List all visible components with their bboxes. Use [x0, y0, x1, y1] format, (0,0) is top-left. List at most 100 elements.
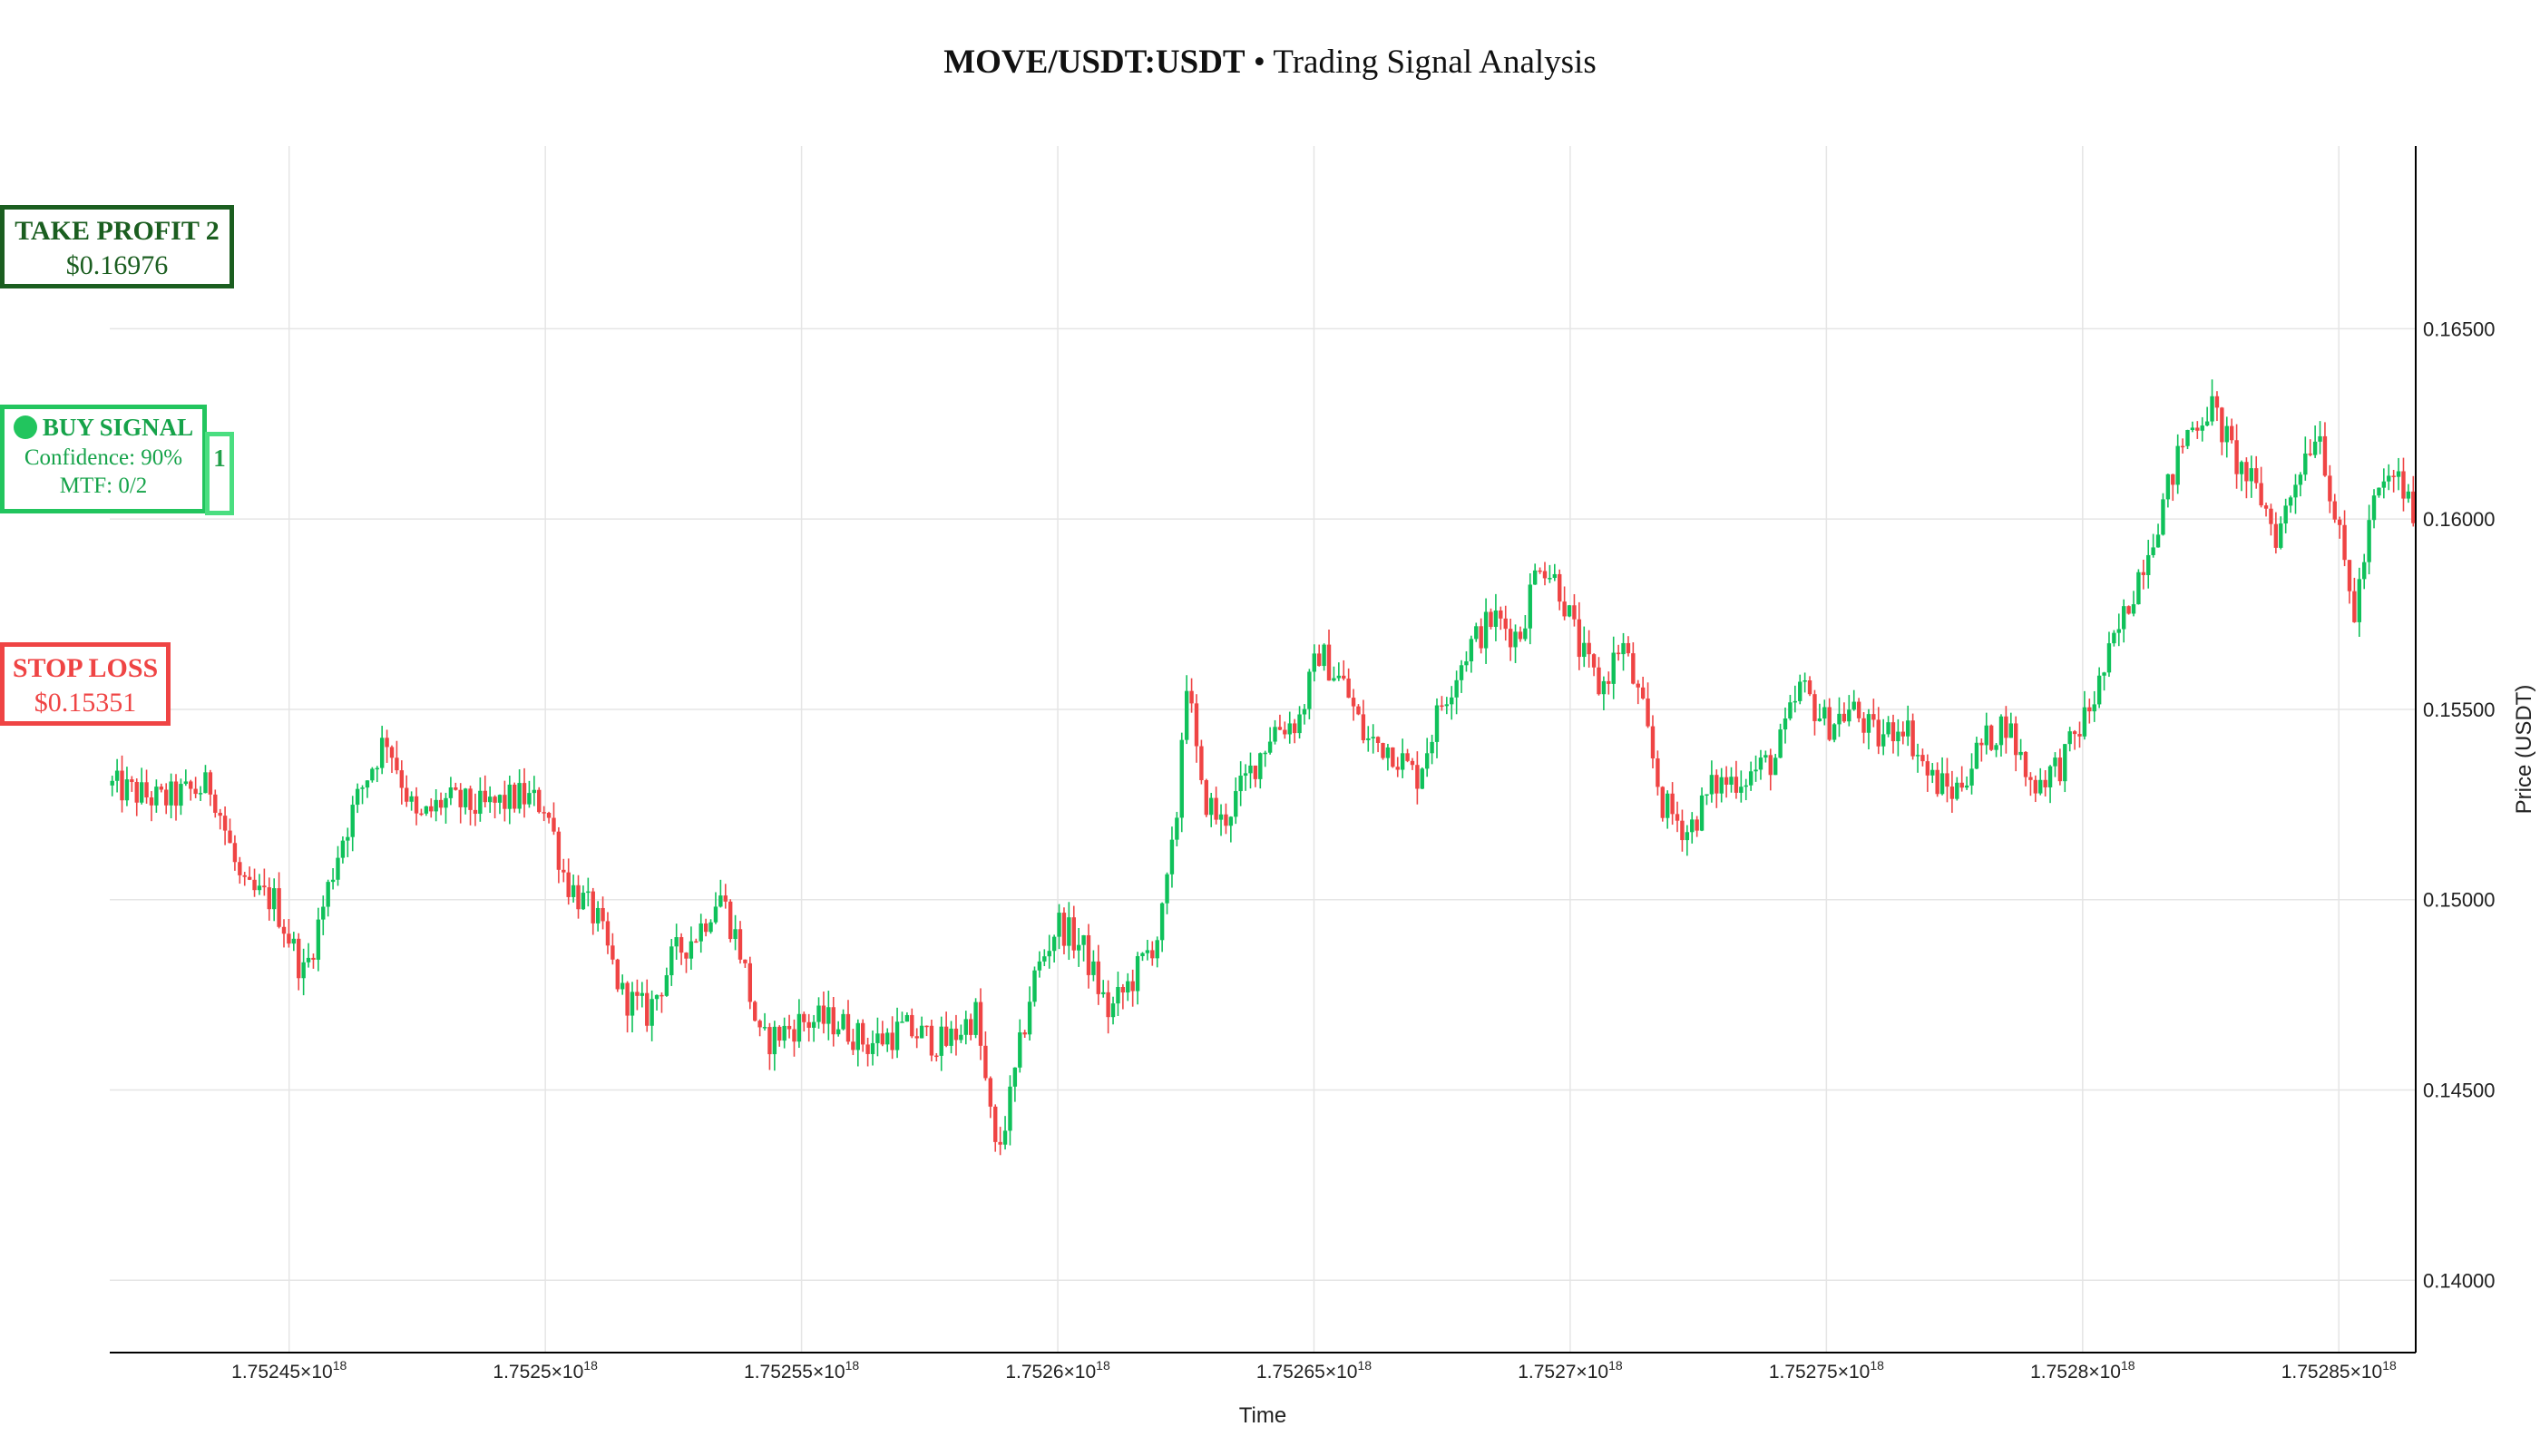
candle-body: [953, 1028, 959, 1041]
candle-down: [1587, 630, 1591, 668]
candle-down: [2322, 422, 2328, 477]
candle-down: [1714, 769, 1719, 808]
candle-body: [919, 1025, 924, 1039]
candle-body: [409, 796, 414, 802]
candle-down: [2229, 418, 2234, 444]
candle-body: [2067, 731, 2072, 745]
candle-body: [796, 1013, 802, 1042]
candle-body: [1998, 716, 2004, 746]
candle-body: [713, 906, 718, 923]
candle-body: [1812, 694, 1817, 721]
candle-down: [222, 806, 228, 845]
candle-body: [605, 921, 611, 946]
candle-body: [753, 1002, 757, 1021]
candle-down: [513, 782, 517, 813]
candle-body: [149, 797, 154, 806]
candle-body: [2204, 421, 2210, 426]
candle-body: [527, 793, 532, 805]
candle-up: [796, 999, 802, 1049]
candle-body: [1434, 705, 1440, 742]
candle-body: [1822, 707, 1827, 719]
candle-body: [110, 780, 114, 786]
candle-body: [1209, 797, 1214, 816]
candle-body: [1002, 1130, 1008, 1145]
candle-down: [1542, 562, 1548, 586]
candle-body: [1346, 679, 1351, 699]
candle-up: [1906, 705, 1910, 747]
candle-body: [1955, 782, 1959, 799]
candle-up: [1798, 674, 1802, 705]
candle-body: [2018, 751, 2023, 756]
candle-body: [1577, 619, 1582, 658]
candle-up: [1783, 707, 1788, 744]
candle-body: [1420, 768, 1424, 789]
candle-body: [674, 937, 679, 947]
candle-up: [669, 939, 674, 986]
candle-body: [1666, 793, 1670, 818]
candle-body: [1699, 795, 1705, 831]
candle-up: [1400, 738, 1405, 778]
candle-body: [2406, 491, 2411, 499]
candle-up: [816, 997, 821, 1029]
candle-body: [723, 895, 728, 902]
candle-body: [910, 1014, 914, 1037]
candle-down: [1277, 714, 1283, 731]
candle-body: [2303, 453, 2308, 475]
candle-down: [1292, 718, 1297, 744]
candle-down: [1812, 689, 1817, 736]
candle-down: [591, 887, 595, 935]
candle-body: [2269, 508, 2273, 524]
candle-body: [2357, 579, 2362, 622]
candle-up: [1754, 755, 1758, 782]
candle-up: [1881, 718, 1886, 756]
candle-body: [2214, 396, 2220, 408]
candle-body: [630, 992, 635, 1016]
candle-body: [2322, 435, 2328, 476]
candle-body: [914, 1036, 919, 1039]
candle-up: [1366, 726, 1371, 752]
candle-body: [1493, 610, 1499, 628]
candle-up: [1307, 669, 1312, 719]
candle-down: [747, 956, 753, 1010]
candle-down: [2195, 421, 2200, 439]
candle-up: [654, 994, 659, 1011]
candle-body: [2116, 629, 2121, 633]
candle-up: [2185, 429, 2190, 450]
chart-title: MOVE/USDT:USDT • Trading Signal Analysis: [943, 44, 1597, 81]
candle-up: [169, 773, 173, 819]
y-tick-labels: 0.14000 0.14500 0.15000 0.15500 0.16000 0.165…: [2423, 318, 2496, 1292]
candle-body: [2283, 505, 2288, 524]
candle-body: [1091, 961, 1096, 975]
candle-up: [2406, 484, 2411, 503]
candle-up: [1939, 757, 1945, 796]
candle-down: [1538, 567, 1542, 574]
candle-body: [1130, 981, 1135, 992]
candle-up: [2116, 613, 2121, 647]
candle-down: [242, 872, 247, 886]
candle-body: [1719, 777, 1724, 794]
candle-body: [1135, 956, 1140, 992]
candle-up: [698, 914, 703, 953]
candle-body: [1258, 753, 1263, 779]
candle-down: [929, 1020, 934, 1061]
candle-up: [2175, 434, 2180, 494]
candle-down: [277, 872, 281, 929]
candle-body: [1705, 794, 1709, 796]
candle-up: [1273, 719, 1277, 745]
candle-body: [880, 1033, 885, 1045]
candle-down: [1650, 715, 1656, 769]
candle-down: [1150, 941, 1155, 966]
candle-down: [1061, 907, 1067, 955]
candle-down: [978, 988, 983, 1060]
candle-body: [571, 884, 576, 897]
candle-body: [1385, 747, 1391, 758]
candle-body: [1214, 797, 1218, 820]
candle-body: [1650, 726, 1656, 759]
candle-up: [1332, 666, 1336, 682]
candle-up: [375, 766, 379, 783]
candle-body: [2151, 547, 2155, 555]
candle-up: [2381, 468, 2387, 499]
candle-down: [880, 1021, 885, 1047]
candle-down: [914, 1028, 919, 1049]
candle-up: [1964, 776, 1969, 790]
